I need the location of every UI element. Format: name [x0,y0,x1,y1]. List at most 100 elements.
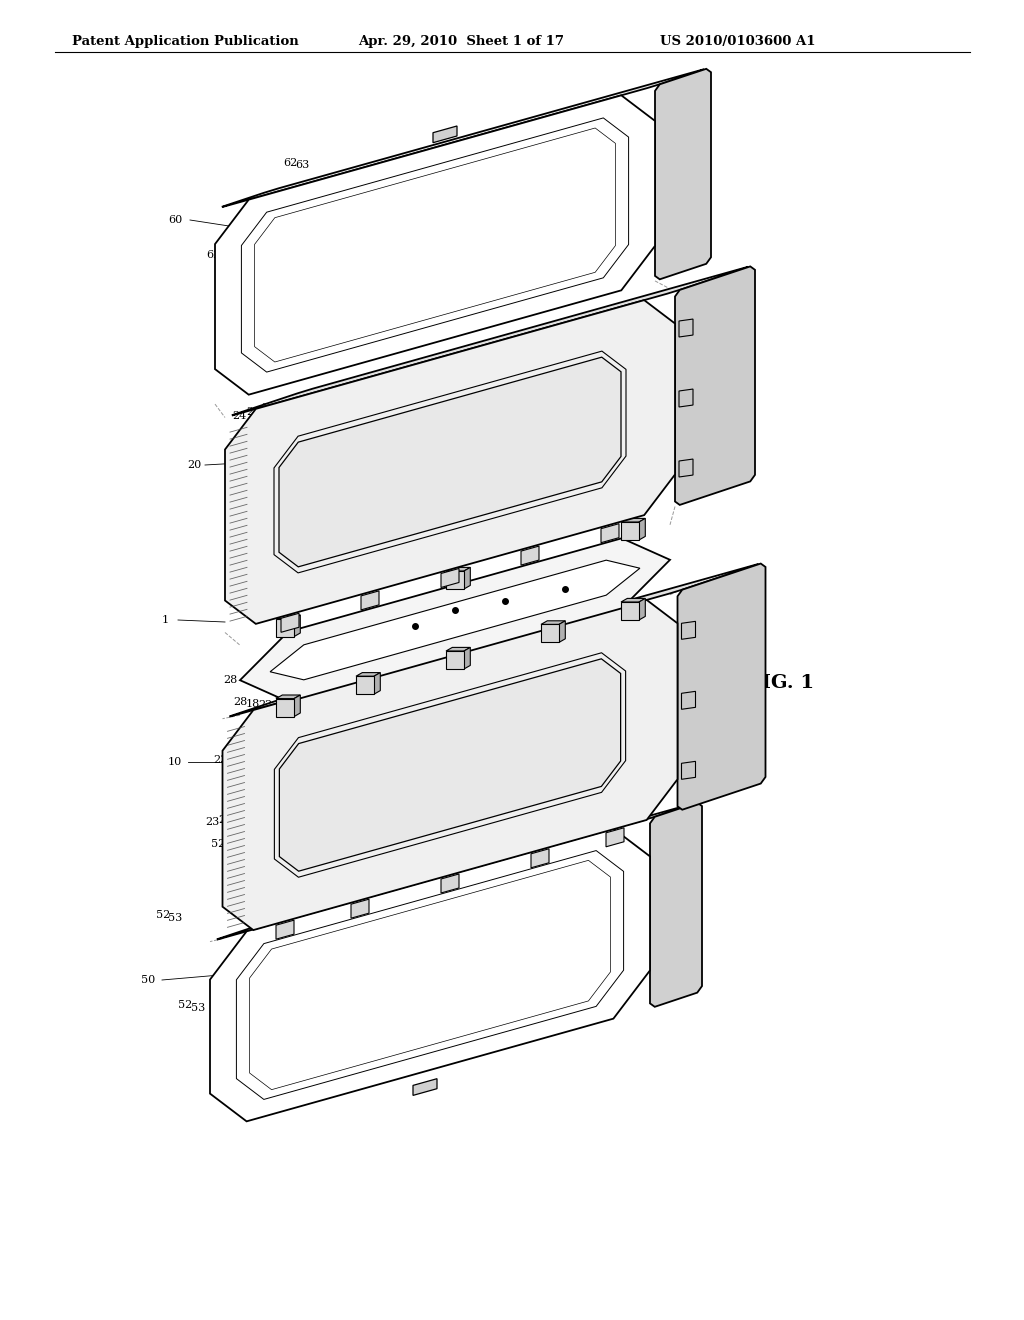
Polygon shape [541,620,565,624]
Polygon shape [682,622,695,639]
Text: 28: 28 [275,853,290,863]
Text: 24: 24 [313,675,327,685]
Polygon shape [413,1078,437,1096]
Text: 29: 29 [245,535,259,545]
Polygon shape [351,657,369,676]
Text: 22: 22 [313,857,327,867]
Polygon shape [446,647,470,651]
Text: 16: 16 [291,704,305,713]
Text: 30: 30 [366,635,380,645]
Polygon shape [270,560,640,680]
Polygon shape [282,906,298,919]
Polygon shape [621,598,645,602]
Polygon shape [606,586,624,605]
Text: 60: 60 [168,215,182,224]
Text: 50: 50 [141,975,155,985]
Text: 62: 62 [206,249,220,260]
Text: 62: 62 [593,223,607,234]
Text: 26: 26 [610,375,624,385]
Polygon shape [679,319,693,337]
Text: 22: 22 [258,700,272,710]
Text: 29: 29 [240,523,254,533]
Text: 18: 18 [301,717,315,727]
Polygon shape [675,267,755,506]
Text: 22: 22 [301,675,315,684]
Text: 63: 63 [300,327,314,337]
Text: 22: 22 [268,330,283,341]
Text: 23: 23 [301,855,315,866]
Text: 11: 11 [513,853,527,863]
Text: 32: 32 [317,708,332,718]
Polygon shape [446,568,470,572]
Text: 80: 80 [283,620,297,630]
Text: 29: 29 [351,533,366,543]
Text: 30: 30 [226,587,240,597]
Text: 62: 62 [516,158,530,169]
Polygon shape [682,692,695,709]
Text: 62: 62 [288,325,302,335]
Text: 53: 53 [223,842,238,851]
Text: 28: 28 [326,676,340,686]
Text: 28: 28 [330,337,344,347]
Polygon shape [441,632,459,651]
Text: 23: 23 [213,755,227,766]
Text: 24: 24 [226,752,240,763]
Text: 24: 24 [325,858,339,869]
Polygon shape [446,572,464,589]
Polygon shape [441,874,459,894]
Polygon shape [639,519,645,540]
Polygon shape [464,647,470,669]
Text: US 2010/0103600 A1: US 2010/0103600 A1 [660,36,815,48]
Text: 62: 62 [283,158,297,168]
Text: 70: 70 [275,702,290,711]
Text: 82: 82 [501,647,515,657]
Text: 53: 53 [355,1040,369,1049]
Text: 28: 28 [232,533,247,543]
Polygon shape [446,651,464,669]
Text: 52: 52 [178,1001,193,1010]
Polygon shape [621,519,645,521]
Text: 22: 22 [261,403,275,413]
Polygon shape [655,69,711,280]
Polygon shape [562,828,578,840]
Text: Apr. 29, 2010  Sheet 1 of 17: Apr. 29, 2010 Sheet 1 of 17 [358,36,564,48]
Polygon shape [356,676,374,694]
Text: 52: 52 [556,917,570,927]
Polygon shape [606,828,624,847]
Polygon shape [276,619,294,636]
Text: FIG. 1: FIG. 1 [748,675,814,692]
Text: 26: 26 [563,352,578,362]
Polygon shape [559,620,565,643]
Polygon shape [433,125,457,143]
Polygon shape [276,698,294,717]
Text: 53: 53 [568,919,582,929]
Polygon shape [230,564,758,717]
Text: 52: 52 [341,1038,355,1048]
Text: 80: 80 [463,643,477,653]
Text: Patent Application Publication: Patent Application Publication [72,36,299,48]
Text: 34: 34 [345,642,359,652]
Text: 18: 18 [593,762,607,772]
Polygon shape [541,624,559,643]
Text: 63: 63 [295,160,309,170]
Text: 20: 20 [186,459,201,470]
Polygon shape [294,615,300,636]
Text: 53: 53 [168,913,182,923]
Polygon shape [650,803,702,1007]
Text: 42: 42 [415,644,429,653]
Text: 52: 52 [156,909,170,920]
Polygon shape [356,673,380,676]
Text: 30: 30 [298,634,312,644]
Polygon shape [281,614,299,632]
Text: 18: 18 [275,672,290,682]
Text: 12: 12 [303,705,317,715]
Text: 26: 26 [538,685,552,696]
Polygon shape [294,696,300,717]
Polygon shape [217,804,694,940]
Text: 28: 28 [263,671,278,680]
Polygon shape [225,300,675,624]
Polygon shape [678,564,766,809]
Polygon shape [682,762,695,779]
Polygon shape [279,358,621,566]
Text: 63: 63 [604,224,618,235]
